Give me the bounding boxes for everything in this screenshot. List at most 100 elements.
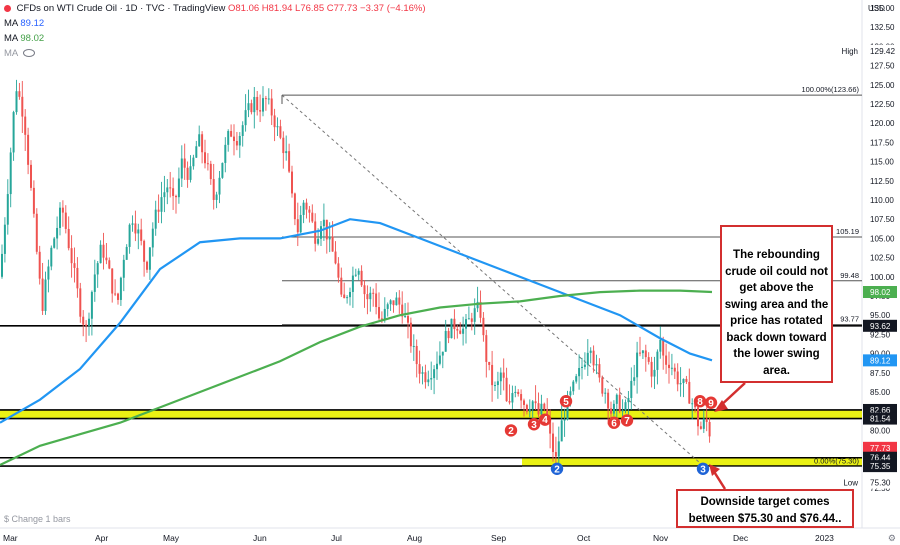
candle-body <box>267 98 270 100</box>
candle-body <box>621 410 624 412</box>
candle-body <box>398 297 401 305</box>
candle-body <box>424 372 427 383</box>
candle-body <box>569 391 572 396</box>
price-badge-label: 129.42 <box>870 47 895 56</box>
candle-body <box>233 136 235 142</box>
candle-body <box>612 403 615 414</box>
y-tick-label: 105.00 <box>870 234 895 243</box>
candle-body <box>534 401 537 404</box>
ma-legend-1[interactable]: MA 89.12 <box>4 18 44 29</box>
candle-body <box>386 304 389 309</box>
candle-body <box>6 194 9 225</box>
candle-body <box>175 195 177 198</box>
candle-body <box>578 367 581 377</box>
y-tick-label: 125.00 <box>870 81 895 90</box>
candle-body <box>404 316 407 318</box>
candle-body <box>50 247 53 267</box>
candle-body <box>244 110 247 126</box>
callout-arrowhead <box>714 400 728 412</box>
ma-legend-2[interactable]: MA 98.02 <box>4 33 44 44</box>
candle-body <box>412 345 415 347</box>
candle-body <box>299 214 302 233</box>
candle-body <box>557 441 560 457</box>
candle-body <box>537 403 540 415</box>
candle-body <box>264 98 267 100</box>
candle-body <box>465 319 467 329</box>
y-tick-label: 132.50 <box>870 23 895 32</box>
candle-body <box>117 293 119 300</box>
candle-body <box>360 270 363 286</box>
candle-body <box>668 364 670 369</box>
y-tick-label: 135.00 <box>870 4 895 13</box>
candle-body <box>409 322 412 347</box>
candle-body <box>354 274 357 276</box>
candle-body <box>340 277 343 295</box>
candle-body <box>508 401 511 403</box>
candle-body <box>122 259 125 278</box>
candle-body <box>589 350 592 353</box>
ma-legend-3[interactable]: MA <box>4 48 36 59</box>
candle-body <box>647 357 650 362</box>
candle-body <box>262 98 264 112</box>
candle-body <box>224 144 227 163</box>
x-tick-label: Apr <box>95 533 108 543</box>
y-tick-label: 122.50 <box>870 100 895 109</box>
candle-body <box>604 392 607 394</box>
candle-body <box>389 300 392 305</box>
candle-body <box>540 403 543 415</box>
y-tick-label: 102.50 <box>870 254 895 263</box>
candle-body <box>618 394 621 412</box>
price-badge-label: 82.66 <box>870 406 891 415</box>
candle-body <box>670 367 673 369</box>
y-tick-label: 95.00 <box>870 311 891 320</box>
candle-body <box>177 178 180 198</box>
candle-body <box>227 131 230 145</box>
candle-body <box>601 377 604 394</box>
price-badge <box>863 441 897 454</box>
candle-body <box>531 401 534 410</box>
ma-label: MA <box>4 18 18 29</box>
candle-body <box>27 134 30 165</box>
price-badge-label: 93.62 <box>870 322 891 331</box>
candle-body <box>383 308 386 320</box>
candle-body <box>250 103 253 113</box>
fib-level-label: 105.19 <box>836 227 859 236</box>
candle-body <box>192 157 195 167</box>
candle-body <box>644 350 647 358</box>
candle-body <box>366 294 369 300</box>
candle-body <box>198 134 201 147</box>
wave-marker-label: 3 <box>700 464 706 475</box>
candle-body <box>511 393 514 403</box>
candle-body <box>79 288 82 317</box>
extreme-label: High <box>842 47 858 56</box>
x-tick-label: May <box>163 533 180 543</box>
candle-body <box>111 268 114 294</box>
symbol-title[interactable]: CFDs on WTI Crude Oil · 1D · TVC · Tradi… <box>16 3 226 14</box>
candle-body <box>436 363 438 370</box>
hidden-eye-icon[interactable] <box>23 49 36 58</box>
wave-marker <box>527 418 541 431</box>
candle-body <box>247 103 250 111</box>
candle-body <box>566 395 569 420</box>
candle-body <box>343 294 346 299</box>
candle-body <box>552 433 554 453</box>
candle-body <box>441 351 444 356</box>
candle-body <box>293 193 296 220</box>
x-tick-label: Mar <box>3 533 18 543</box>
price-badge <box>863 286 897 299</box>
callout-arrowhead <box>709 464 720 476</box>
price-badge-label: 75.35 <box>870 462 891 471</box>
candle-body <box>702 418 705 429</box>
candle-body <box>502 372 505 378</box>
candle-body <box>102 244 105 258</box>
candle-body <box>554 452 557 457</box>
time-settings-gear-icon[interactable]: ⚙ <box>887 533 896 543</box>
candle-body <box>189 166 192 180</box>
candle-body <box>543 403 546 410</box>
candle-body <box>462 328 465 334</box>
wave-marker <box>504 424 518 437</box>
candle-body <box>520 394 523 401</box>
x-tick-label: Dec <box>733 533 749 543</box>
candle-body <box>157 209 160 212</box>
